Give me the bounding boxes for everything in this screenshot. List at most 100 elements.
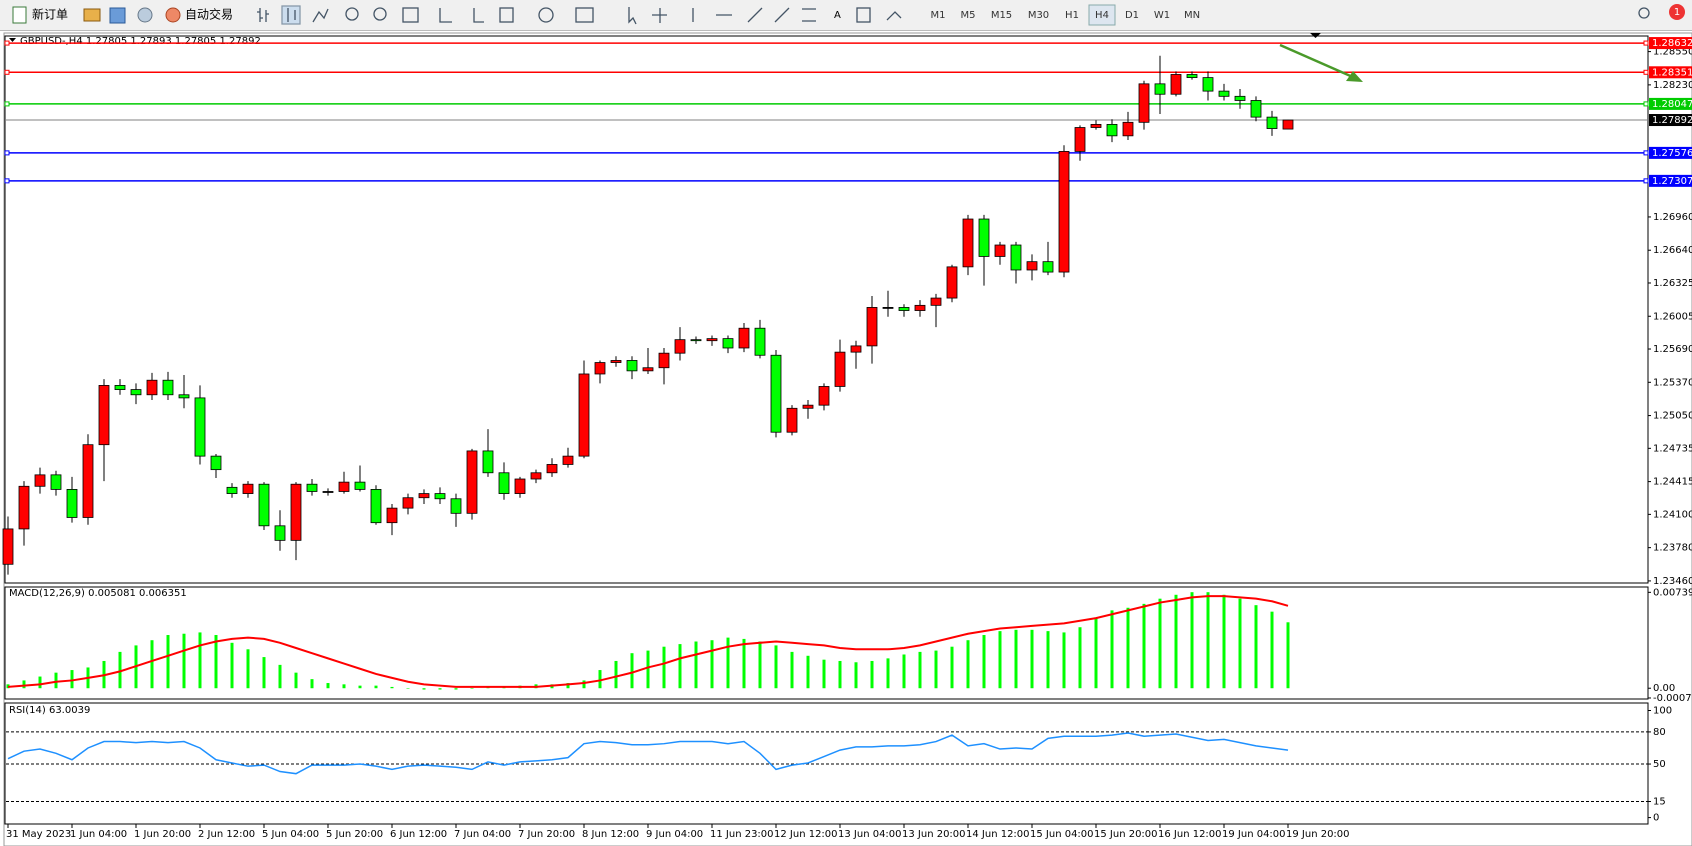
macd-bar	[342, 684, 346, 689]
drawing-tools[interactable]	[628, 7, 816, 25]
macd-bar	[982, 635, 986, 689]
timeframe-button[interactable]: H1	[1065, 10, 1079, 21]
candle-body	[338, 481, 350, 492]
level-price-box	[1649, 66, 1692, 79]
macd-bar	[1206, 592, 1210, 689]
macd-bar	[390, 686, 394, 689]
zoom-out-button[interactable]	[373, 7, 387, 21]
candle-body	[482, 450, 494, 474]
toolbar-icon[interactable]	[83, 8, 101, 22]
candle-body	[994, 244, 1006, 257]
macd-bar	[422, 688, 426, 690]
new-order-button[interactable]: 新订单	[32, 7, 68, 22]
macd-bar	[1222, 594, 1226, 689]
candle-body	[914, 304, 926, 311]
macd-bar	[918, 651, 922, 689]
zoom-in-button[interactable]	[345, 7, 359, 21]
candle-body	[834, 351, 846, 387]
macd-bar	[694, 641, 698, 689]
candle-chart-button[interactable]	[281, 5, 301, 25]
periods-button[interactable]	[538, 7, 554, 23]
y-tick-label: 1.24415	[1653, 477, 1692, 488]
candle-body	[1106, 123, 1118, 137]
notification-badge[interactable]	[1669, 4, 1685, 20]
auto-trading-button[interactable]: 自动交易	[185, 7, 233, 22]
line-chart-button[interactable]	[312, 8, 329, 23]
macd-bar	[598, 670, 602, 689]
level-price-label: 1.28632	[1652, 38, 1692, 49]
auto-trading-icon[interactable]	[165, 7, 181, 23]
macd-bar	[902, 654, 906, 689]
timeframe-button[interactable]: M30	[1028, 10, 1049, 21]
y-tick-label: 80	[1653, 727, 1666, 738]
rsi-line	[7, 732, 1289, 775]
candle-body	[610, 360, 622, 363]
candle-body	[1074, 127, 1086, 152]
arrows-tool[interactable]	[886, 11, 902, 21]
search-button[interactable]	[1638, 7, 1650, 19]
notification-count: 1	[1674, 7, 1680, 18]
y-tick-label: 1.23780	[1653, 543, 1692, 554]
timeframe-button[interactable]: MN	[1184, 10, 1200, 21]
tile-button[interactable]	[402, 7, 419, 23]
x-tick-label: 5 Jun 04:00	[262, 829, 319, 840]
candle-body	[930, 297, 942, 306]
y-tick-label: 1.25050	[1653, 411, 1692, 422]
candle-body	[706, 338, 718, 342]
y-tick-label: 50	[1653, 759, 1666, 770]
macd-bar	[70, 670, 74, 689]
level-handle	[1643, 69, 1649, 75]
candle-body	[466, 450, 478, 514]
text-tool[interactable]: A	[834, 10, 841, 21]
annotation-arrowhead	[1346, 71, 1363, 82]
timeframe-button[interactable]: D1	[1125, 10, 1139, 21]
candle-body	[642, 367, 654, 372]
candle-body	[354, 481, 366, 490]
candle-body	[1170, 74, 1182, 95]
candle-body	[2, 528, 14, 565]
candle-body	[658, 352, 670, 369]
timeframe-button[interactable]: W1	[1154, 10, 1170, 21]
x-tick-label: 5 Jun 20:00	[326, 829, 383, 840]
candle-body	[258, 483, 270, 527]
macd-bar	[118, 651, 122, 689]
bar-chart-button[interactable]	[257, 8, 269, 22]
macd-bar	[742, 638, 746, 689]
candle-body	[690, 339, 702, 342]
macd-bar	[182, 633, 186, 689]
macd-bar	[1110, 610, 1114, 689]
new-order-icon[interactable]	[12, 6, 27, 24]
y-tick-label: 1.26005	[1653, 311, 1692, 322]
macd-bar	[166, 635, 170, 689]
y-tick-label: 15	[1653, 797, 1666, 808]
y-tick-label: 1.26640	[1653, 245, 1692, 256]
candle-body	[1186, 74, 1198, 78]
level-handle	[1643, 101, 1649, 107]
timeframe-button[interactable]: M15	[991, 10, 1012, 21]
candle-body	[226, 486, 238, 494]
panel-frame	[4, 702, 1649, 825]
x-tick-label: 12 Jun 12:00	[774, 829, 838, 840]
candle-body	[290, 483, 302, 541]
x-tick-label: 19 Jun 20:00	[1286, 829, 1350, 840]
level-handle	[1643, 40, 1649, 46]
macd-bar	[726, 637, 730, 689]
candle-body	[370, 489, 382, 524]
timeframe-button[interactable]: M1	[931, 10, 946, 21]
text-label-tool[interactable]	[856, 7, 871, 23]
indicators-button[interactable]	[499, 7, 514, 23]
macd-bar	[646, 650, 650, 689]
timeframe-button[interactable]: M5	[961, 10, 976, 21]
macd-bar	[1190, 592, 1194, 689]
toolbar-icon[interactable]	[109, 7, 126, 24]
timeframe-button[interactable]: H4	[1095, 10, 1109, 21]
candle-body	[802, 404, 814, 409]
candle-body	[594, 362, 606, 375]
x-tick-label: 8 Jun 12:00	[582, 829, 639, 840]
level-handle	[4, 178, 10, 184]
scroll-buttons[interactable]	[439, 8, 484, 23]
toolbar-icon[interactable]	[137, 7, 153, 23]
templates-button[interactable]	[575, 7, 594, 23]
candle-body	[1010, 244, 1022, 271]
x-tick-label: 16 Jun 12:00	[1158, 829, 1222, 840]
